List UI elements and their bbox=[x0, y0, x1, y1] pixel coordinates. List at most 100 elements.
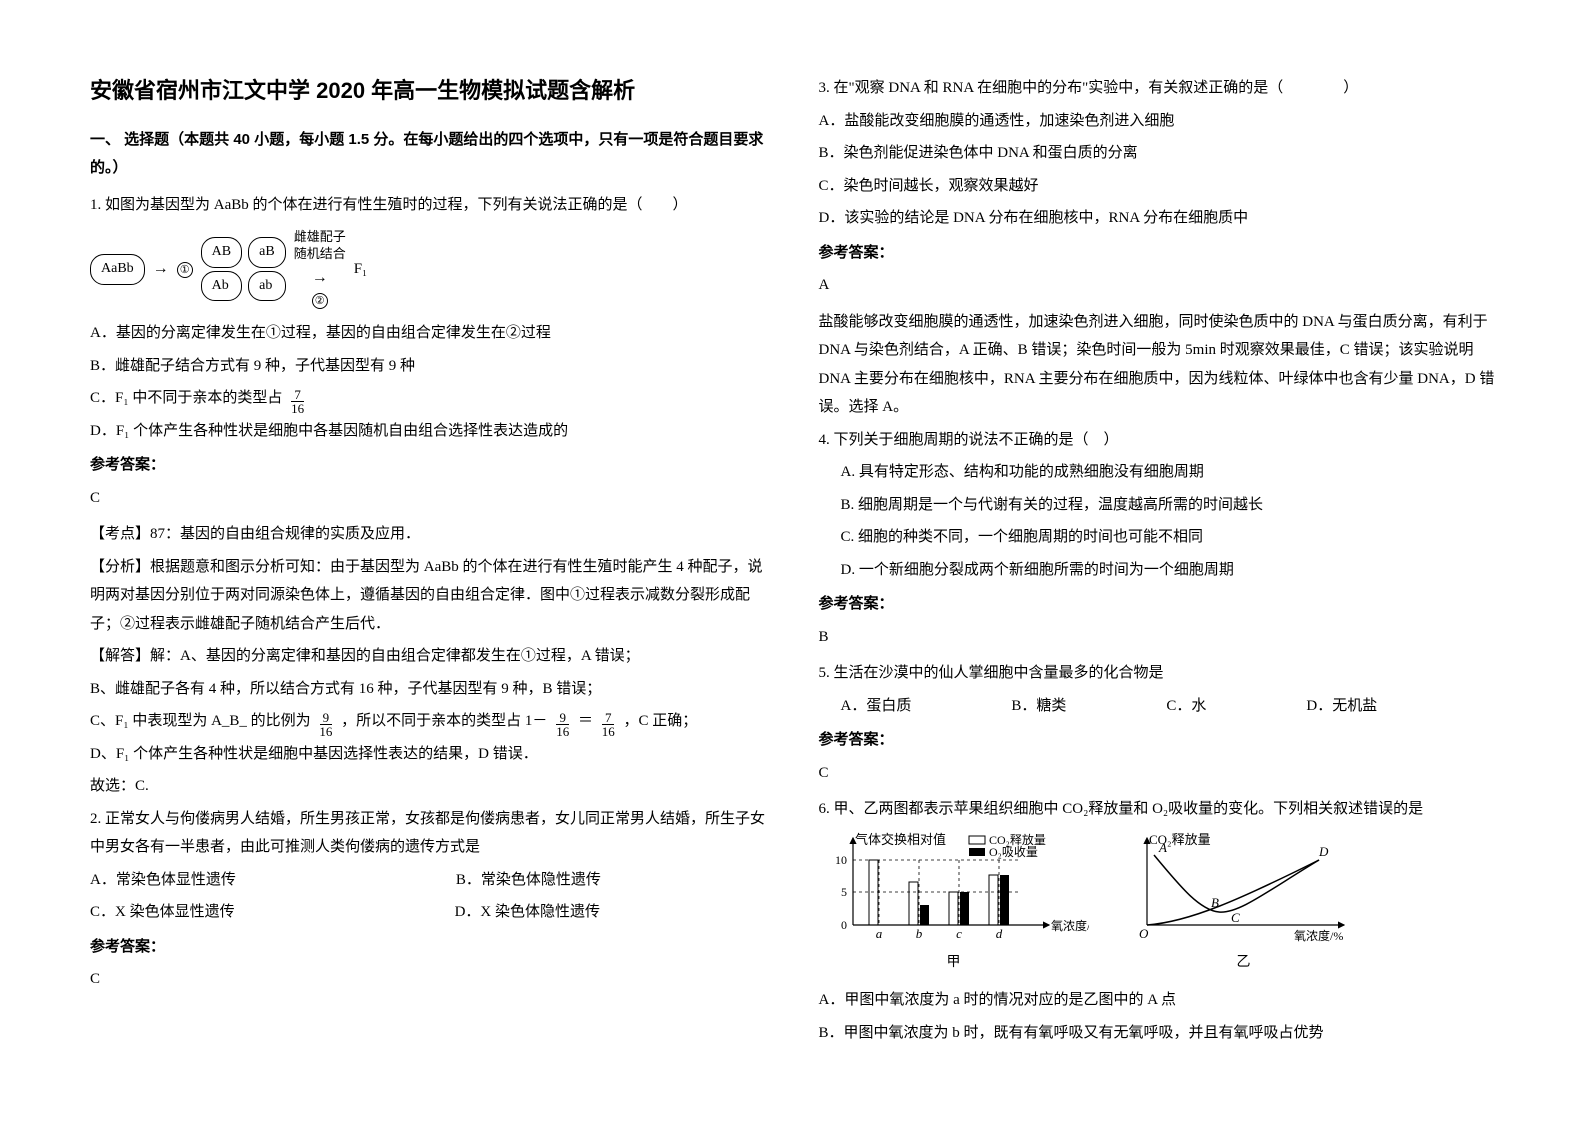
text: ＝ bbox=[578, 713, 597, 729]
q1-exp: 【分析】根据题意和图示分析可知：由于基因型为 AaBb 的个体在进行有性生殖时能… bbox=[90, 553, 769, 639]
q5-optA: A．蛋白质 bbox=[841, 692, 912, 721]
q2-optC: C．X 染色体显性遗传 bbox=[90, 898, 235, 927]
q3-stem: 3. 在"观察 DNA 和 RNA 在细胞中的分布"实验中，有关叙述正确的是（ … bbox=[819, 74, 1498, 103]
q1-optC: C．F₁ 中不同于亲本的类型占 7 16 bbox=[90, 384, 769, 413]
q1-exp: 故选：C. bbox=[90, 772, 769, 801]
q2-row2: C．X 染色体显性遗传 D．X 染色体隐性遗传 bbox=[90, 898, 769, 927]
svg-text:气体交换相对值: 气体交换相对值 bbox=[855, 832, 946, 847]
chart-jia: 0 5 10 a b c d 氧浓度/% 气体交换相对值 CO₂释放量 O₂吸收… bbox=[819, 830, 1089, 977]
q3-optD: D．该实验的结论是 DNA 分布在细胞核中，RNA 分布在细胞质中 bbox=[819, 204, 1498, 233]
fraction: 716 bbox=[599, 711, 618, 738]
q1-answer: C bbox=[90, 484, 769, 513]
denominator: 16 bbox=[316, 725, 335, 738]
q3-optA: A．盐酸能改变细胞膜的通透性，加速染色剂进入细胞 bbox=[819, 107, 1498, 136]
svg-text:5: 5 bbox=[841, 885, 847, 899]
q4-options: A. 具有特定形态、结构和功能的成熟细胞没有细胞周期 B. 细胞周期是一个与代谢… bbox=[819, 458, 1498, 584]
q3-exp: 盐酸能够改变细胞膜的通透性，加速染色剂进入细胞，同时使染色质中的 DNA 与蛋白… bbox=[819, 308, 1498, 422]
answer-label: 参考答案： bbox=[819, 239, 1498, 268]
numerator: 7 bbox=[291, 388, 304, 402]
q1-stem: 1. 如图为基因型为 AaBb 的个体在进行有性生殖时的过程，下列有关说法正确的… bbox=[90, 191, 769, 220]
q1-exp: D、F₁ 个体产生各种性状是细胞中基因选择性表达的结果，D 错误． bbox=[90, 740, 769, 769]
gamete-grid: AB aB Ab ab bbox=[201, 237, 286, 301]
left-column: 安徽省宿州市江文中学 2020 年高一生物模拟试题含解析 一、 选择题（本题共 … bbox=[90, 70, 769, 1052]
answer-label: 参考答案： bbox=[90, 451, 769, 480]
svg-text:CO₂释放量: CO₂释放量 bbox=[1149, 832, 1211, 847]
fig-label: 雌雄配子 bbox=[294, 229, 346, 246]
gamete: ab bbox=[248, 271, 286, 302]
answer-label: 参考答案： bbox=[90, 933, 769, 962]
fraction: 7 16 bbox=[288, 388, 307, 415]
svg-text:10: 10 bbox=[835, 853, 847, 867]
q2-optA: A．常染色体显性遗传 bbox=[90, 866, 236, 895]
q2-optB: B．常染色体隐性遗传 bbox=[456, 866, 601, 895]
q1-optB: B．雌雄配子结合方式有 9 种，子代基因型有 9 种 bbox=[90, 352, 769, 381]
svg-text:O: O bbox=[1139, 926, 1149, 941]
fig-label: 随机结合 bbox=[294, 246, 346, 263]
svg-text:O₂吸收量: O₂吸收量 bbox=[989, 845, 1038, 859]
denominator: 16 bbox=[288, 402, 307, 415]
svg-text:d: d bbox=[995, 926, 1002, 941]
numerator: 7 bbox=[602, 711, 615, 725]
denominator: 16 bbox=[599, 725, 618, 738]
svg-text:a: a bbox=[875, 926, 882, 941]
gamete: AB bbox=[201, 237, 242, 268]
q1-optA: A．基因的分离定律发生在①过程，基因的自由组合定律发生在②过程 bbox=[90, 319, 769, 348]
section-heading: 一、 选择题（本题共 40 小题，每小题 1.5 分。在每小题给出的四个选项中，… bbox=[90, 126, 769, 183]
step-2-label: ② bbox=[312, 293, 328, 309]
answer-label: 参考答案： bbox=[819, 726, 1498, 755]
arrow-icon: → bbox=[312, 263, 328, 293]
svg-text:b: b bbox=[915, 926, 922, 941]
svg-text:0: 0 bbox=[841, 918, 847, 932]
q4-answer: B bbox=[819, 623, 1498, 652]
q4-optC: C. 细胞的种类不同，一个细胞周期的时间也可能不相同 bbox=[819, 523, 1498, 552]
step-1-label: ① bbox=[177, 262, 193, 278]
numerator: 9 bbox=[320, 711, 333, 725]
q2-stem: 2. 正常女人与佝偻病男人结婚，所生男孩正常，女孩都是佝偻病患者，女儿同正常男人… bbox=[90, 805, 769, 862]
q5-optC: C．水 bbox=[1166, 692, 1206, 721]
q5-optB: B．糖类 bbox=[1011, 692, 1066, 721]
q1-figure: AaBb → ① AB aB Ab ab 雌雄配子 随机结合 → ② F₁ bbox=[90, 229, 367, 309]
svg-text:氧浓度/%: 氧浓度/% bbox=[1051, 918, 1089, 933]
text: C．F₁ 中不同于亲本的类型占 bbox=[90, 390, 286, 406]
arrow-icon: → bbox=[153, 254, 169, 284]
text: ，C 正确； bbox=[623, 713, 697, 729]
q3-optB: B．染色剂能促进染色体中 DNA 和蛋白质的分离 bbox=[819, 139, 1498, 168]
chart-yi-svg: A B C D CO₂释放量 氧浓度/% O bbox=[1119, 830, 1369, 950]
svg-text:c: c bbox=[956, 926, 962, 941]
q4-optD: D. 一个新细胞分裂成两个新细胞所需的时间为一个细胞周期 bbox=[819, 556, 1498, 585]
chart-jia-svg: 0 5 10 a b c d 氧浓度/% 气体交换相对值 CO₂释放量 O₂吸收… bbox=[819, 830, 1089, 950]
q5-options: A．蛋白质 B．糖类 C．水 D．无机盐 bbox=[819, 692, 1498, 721]
page-title: 安徽省宿州市江文中学 2020 年高一生物模拟试题含解析 bbox=[90, 70, 769, 112]
q4-optA: A. 具有特定形态、结构和功能的成熟细胞没有细胞周期 bbox=[819, 458, 1498, 487]
q3-answer: A bbox=[819, 271, 1498, 300]
numerator: 9 bbox=[556, 711, 569, 725]
text: C、F₁ 中表现型为 A_B_ 的比例为 bbox=[90, 713, 314, 729]
fraction: 916 bbox=[316, 711, 335, 738]
chart-tag: 甲 bbox=[819, 950, 1089, 977]
q5-answer: C bbox=[819, 759, 1498, 788]
q6-optB: B．甲图中氧浓度为 b 时，既有有氧呼吸又有无氧呼吸，并且有氧呼吸占优势 bbox=[819, 1019, 1498, 1048]
q1-exp: C、F₁ 中表现型为 A_B_ 的比例为 916 ，所以不同于亲本的类型占 1－… bbox=[90, 707, 769, 736]
right-column: 3. 在"观察 DNA 和 RNA 在细胞中的分布"实验中，有关叙述正确的是（ … bbox=[819, 70, 1498, 1052]
parent-genotype: AaBb bbox=[90, 254, 145, 285]
chart-yi: A B C D CO₂释放量 氧浓度/% O 乙 bbox=[1119, 830, 1369, 977]
fraction: 916 bbox=[553, 711, 572, 738]
q6-stem: 6. 甲、乙两图都表示苹果组织细胞中 CO₂释放量和 O₂吸收量的变化。下列相关… bbox=[819, 795, 1498, 824]
chart-tag: 乙 bbox=[1119, 950, 1369, 977]
q4-optB: B. 细胞周期是一个与代谢有关的过程，温度越高所需的时间越长 bbox=[819, 491, 1498, 520]
svg-text:D: D bbox=[1318, 844, 1329, 859]
q3-optC: C．染色时间越长，观察效果越好 bbox=[819, 172, 1498, 201]
gamete: aB bbox=[248, 237, 286, 268]
answer-label: 参考答案： bbox=[819, 590, 1498, 619]
denominator: 16 bbox=[553, 725, 572, 738]
q6-optA: A．甲图中氧浓度为 a 时的情况对应的是乙图中的 A 点 bbox=[819, 986, 1498, 1015]
text: ，所以不同于亲本的类型占 1－ bbox=[341, 713, 547, 729]
q2-row1: A．常染色体显性遗传 B．常染色体隐性遗传 bbox=[90, 866, 769, 895]
q5-optD: D．无机盐 bbox=[1306, 692, 1377, 721]
gamete: Ab bbox=[201, 271, 242, 302]
svg-text:氧浓度/%: 氧浓度/% bbox=[1294, 928, 1343, 943]
q1-optD: D．F₁ 个体产生各种性状是细胞中各基因随机自由组合选择性表达造成的 bbox=[90, 417, 769, 446]
q6-charts: 0 5 10 a b c d 氧浓度/% 气体交换相对值 CO₂释放量 O₂吸收… bbox=[819, 830, 1498, 977]
svg-text:B: B bbox=[1211, 895, 1219, 910]
q1-exp: B、雌雄配子各有 4 种，所以结合方式有 16 种，子代基因型有 9 种，B 错… bbox=[90, 675, 769, 704]
